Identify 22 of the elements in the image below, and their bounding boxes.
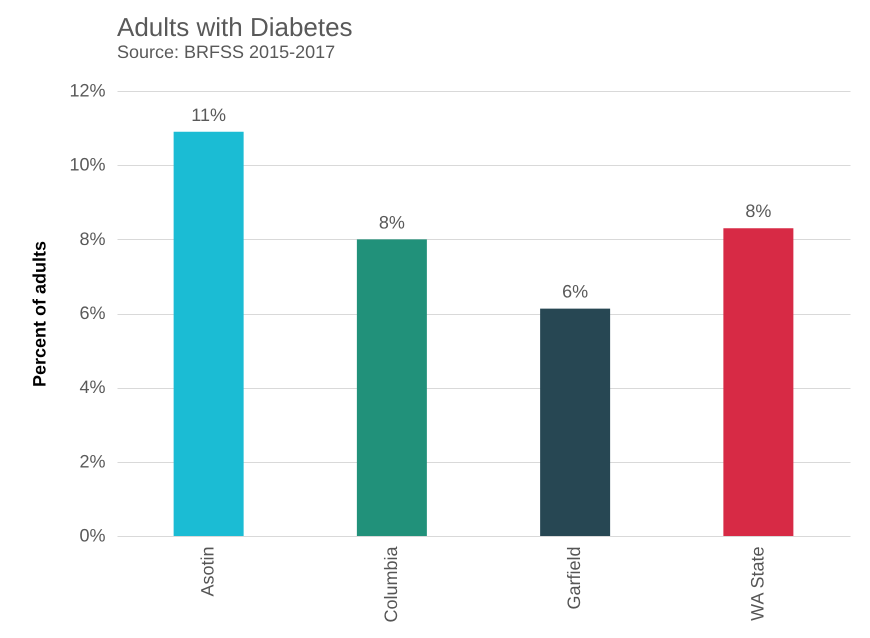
y-tick-label: 10%: [69, 154, 106, 175]
x-tick-label: Asotin: [198, 546, 218, 597]
y-axis-title: Percent of adults: [29, 240, 50, 388]
bar: [356, 239, 427, 536]
bar: [540, 308, 610, 536]
bar: [723, 228, 794, 536]
y-tick-label: 12%: [69, 80, 106, 100]
data-label: 8%: [745, 201, 772, 222]
data-label: 8%: [378, 212, 405, 232]
y-tick-label: 8%: [79, 228, 106, 249]
data-label: 6%: [562, 282, 588, 302]
chart-title: Adults with Diabetes: [117, 12, 353, 42]
x-tick-label: Garfield: [564, 546, 584, 610]
y-tick-label: 2%: [79, 451, 106, 472]
y-tick-label: 6%: [79, 303, 106, 323]
data-label: 11%: [191, 104, 226, 125]
x-tick-label: Columbia: [380, 546, 401, 623]
bar: [174, 132, 244, 536]
y-tick-label: 4%: [79, 377, 106, 398]
chart-subtitle: Source: BRFSS 2015-2017: [117, 42, 336, 62]
x-tick-label: WA State: [747, 546, 768, 621]
y-tick-label: 0%: [79, 526, 106, 546]
